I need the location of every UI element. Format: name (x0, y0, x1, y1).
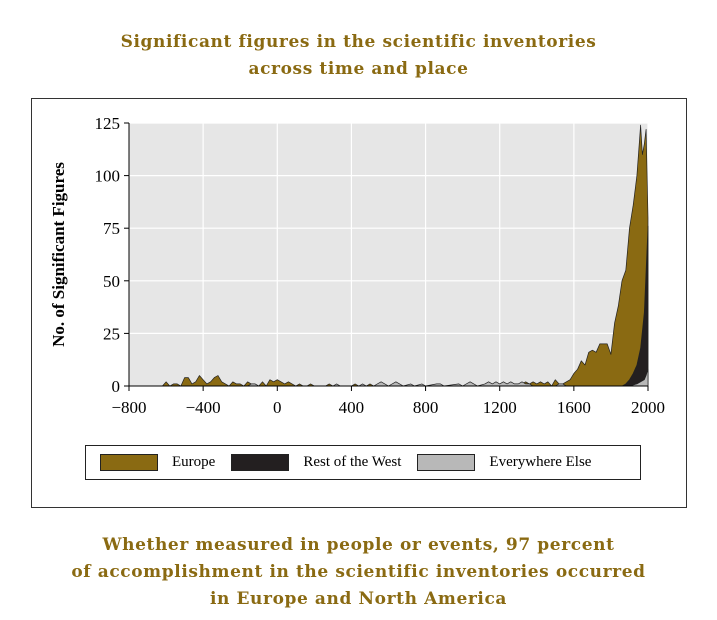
area-everywhere-else (128, 368, 649, 387)
legend: Europe Rest of the West Everywhere Else (85, 445, 641, 480)
area-rest-of-the-west (128, 225, 649, 387)
y-axis-label: No. of Significant Figures (49, 162, 68, 347)
chart-caption-line-1: Whether measured in people or events, 97… (102, 535, 615, 555)
legend-item-everywhere-else: Everywhere Else (417, 454, 591, 471)
legend-swatch-europe (100, 454, 158, 471)
chart-frame (31, 98, 687, 508)
chart-title-line-2: across time and place (248, 59, 469, 79)
chart-title-line-1: Significant figures in the scientific in… (120, 32, 597, 52)
x-tick-label: 800 (413, 398, 439, 417)
y-tick-label: 100 (95, 167, 121, 186)
y-tick-label: 50 (103, 272, 120, 291)
x-tick-label: 400 (339, 398, 365, 417)
x-tick-label: −400 (186, 398, 221, 417)
x-tick-label: 2000 (631, 398, 665, 417)
x-tick-label: 0 (273, 398, 282, 417)
legend-label-europe: Europe (172, 454, 216, 470)
legend-swatch-everywhere-else (417, 454, 476, 471)
y-tick-label: 0 (112, 377, 121, 396)
x-tick-label: −800 (111, 398, 146, 417)
y-tick-label: 125 (95, 114, 121, 133)
legend-item-europe: Europe (100, 454, 215, 471)
x-tick-label: 1200 (483, 398, 517, 417)
legend-item-rest-of-the-west: Rest of the West (231, 454, 401, 471)
legend-swatch-rest-of-the-west (231, 454, 290, 471)
plot-background (129, 123, 648, 386)
y-tick-label: 25 (103, 324, 120, 343)
chart-caption-line-2: of accomplishment in the scientific inve… (71, 562, 646, 582)
legend-label-rest-of-the-west: Rest of the West (303, 454, 402, 470)
legend-label-everywhere-else: Everywhere Else (489, 454, 592, 470)
chart-caption: Whether measured in people or events, 97… (0, 532, 717, 613)
axes: −800 −400 0 400 800 1200 1600 2000 0 25 50 75 100 125 (95, 114, 666, 417)
x-tick-label: 1600 (557, 398, 591, 417)
chart-caption-line-3: in Europe and North America (209, 589, 508, 609)
y-tick-label: 75 (103, 219, 120, 238)
chart-title: Significant figures in the scientific in… (0, 29, 717, 83)
